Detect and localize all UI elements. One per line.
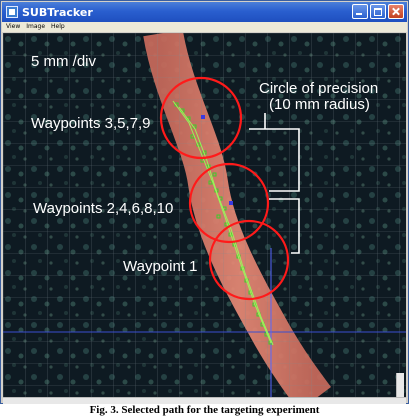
precision-circle — [159, 76, 243, 160]
precision-circle — [208, 219, 290, 301]
label-connectors — [249, 113, 300, 254]
waypoint-label-group-2: Waypoints 2,4,6,8,10 — [33, 200, 174, 217]
scale-label: 5 mm /div — [31, 53, 97, 70]
menu-item-image[interactable]: Image — [26, 23, 46, 30]
target-marker — [201, 115, 205, 119]
ultrasound-image — [3, 33, 406, 399]
waypoint-label-group-3: Waypoint 1 — [123, 258, 198, 275]
title-bar[interactable]: SUBTracker — [2, 2, 407, 22]
menu-item-help[interactable]: Help — [51, 23, 65, 30]
horizontal-scrollbar[interactable] — [3, 397, 406, 404]
window-title: SUBTracker — [22, 5, 93, 19]
maximize-button[interactable] — [370, 4, 386, 19]
figure-caption: Fig. 3. Selected path for the targeting … — [89, 404, 320, 416]
app-window: SUBTracker View Image Help — [0, 0, 409, 404]
close-button[interactable] — [388, 4, 404, 19]
precision-circle — [188, 162, 270, 244]
grid-overlay — [3, 33, 406, 399]
target-marker — [229, 201, 233, 205]
minimize-button[interactable] — [352, 4, 368, 19]
window-controls — [352, 4, 404, 19]
precision-label-line2: (10 mm radius) — [269, 96, 370, 113]
image-viewport[interactable]: 5 mm /div Circle of precision (10 mm rad… — [3, 33, 406, 399]
precision-label-line1: Circle of precision — [259, 80, 379, 97]
precision-circles — [159, 76, 290, 301]
menu-item-view[interactable]: View — [6, 23, 21, 30]
app-icon — [6, 6, 18, 18]
menu-bar: View Image Help — [2, 22, 407, 32]
waypoint-label-group-1: Waypoints 3,5,7,9 — [31, 115, 151, 132]
vertical-scrollbar[interactable] — [396, 373, 404, 399]
trajectory-line — [172, 100, 274, 346]
connector-line — [269, 198, 300, 254]
connector-line — [249, 128, 300, 192]
